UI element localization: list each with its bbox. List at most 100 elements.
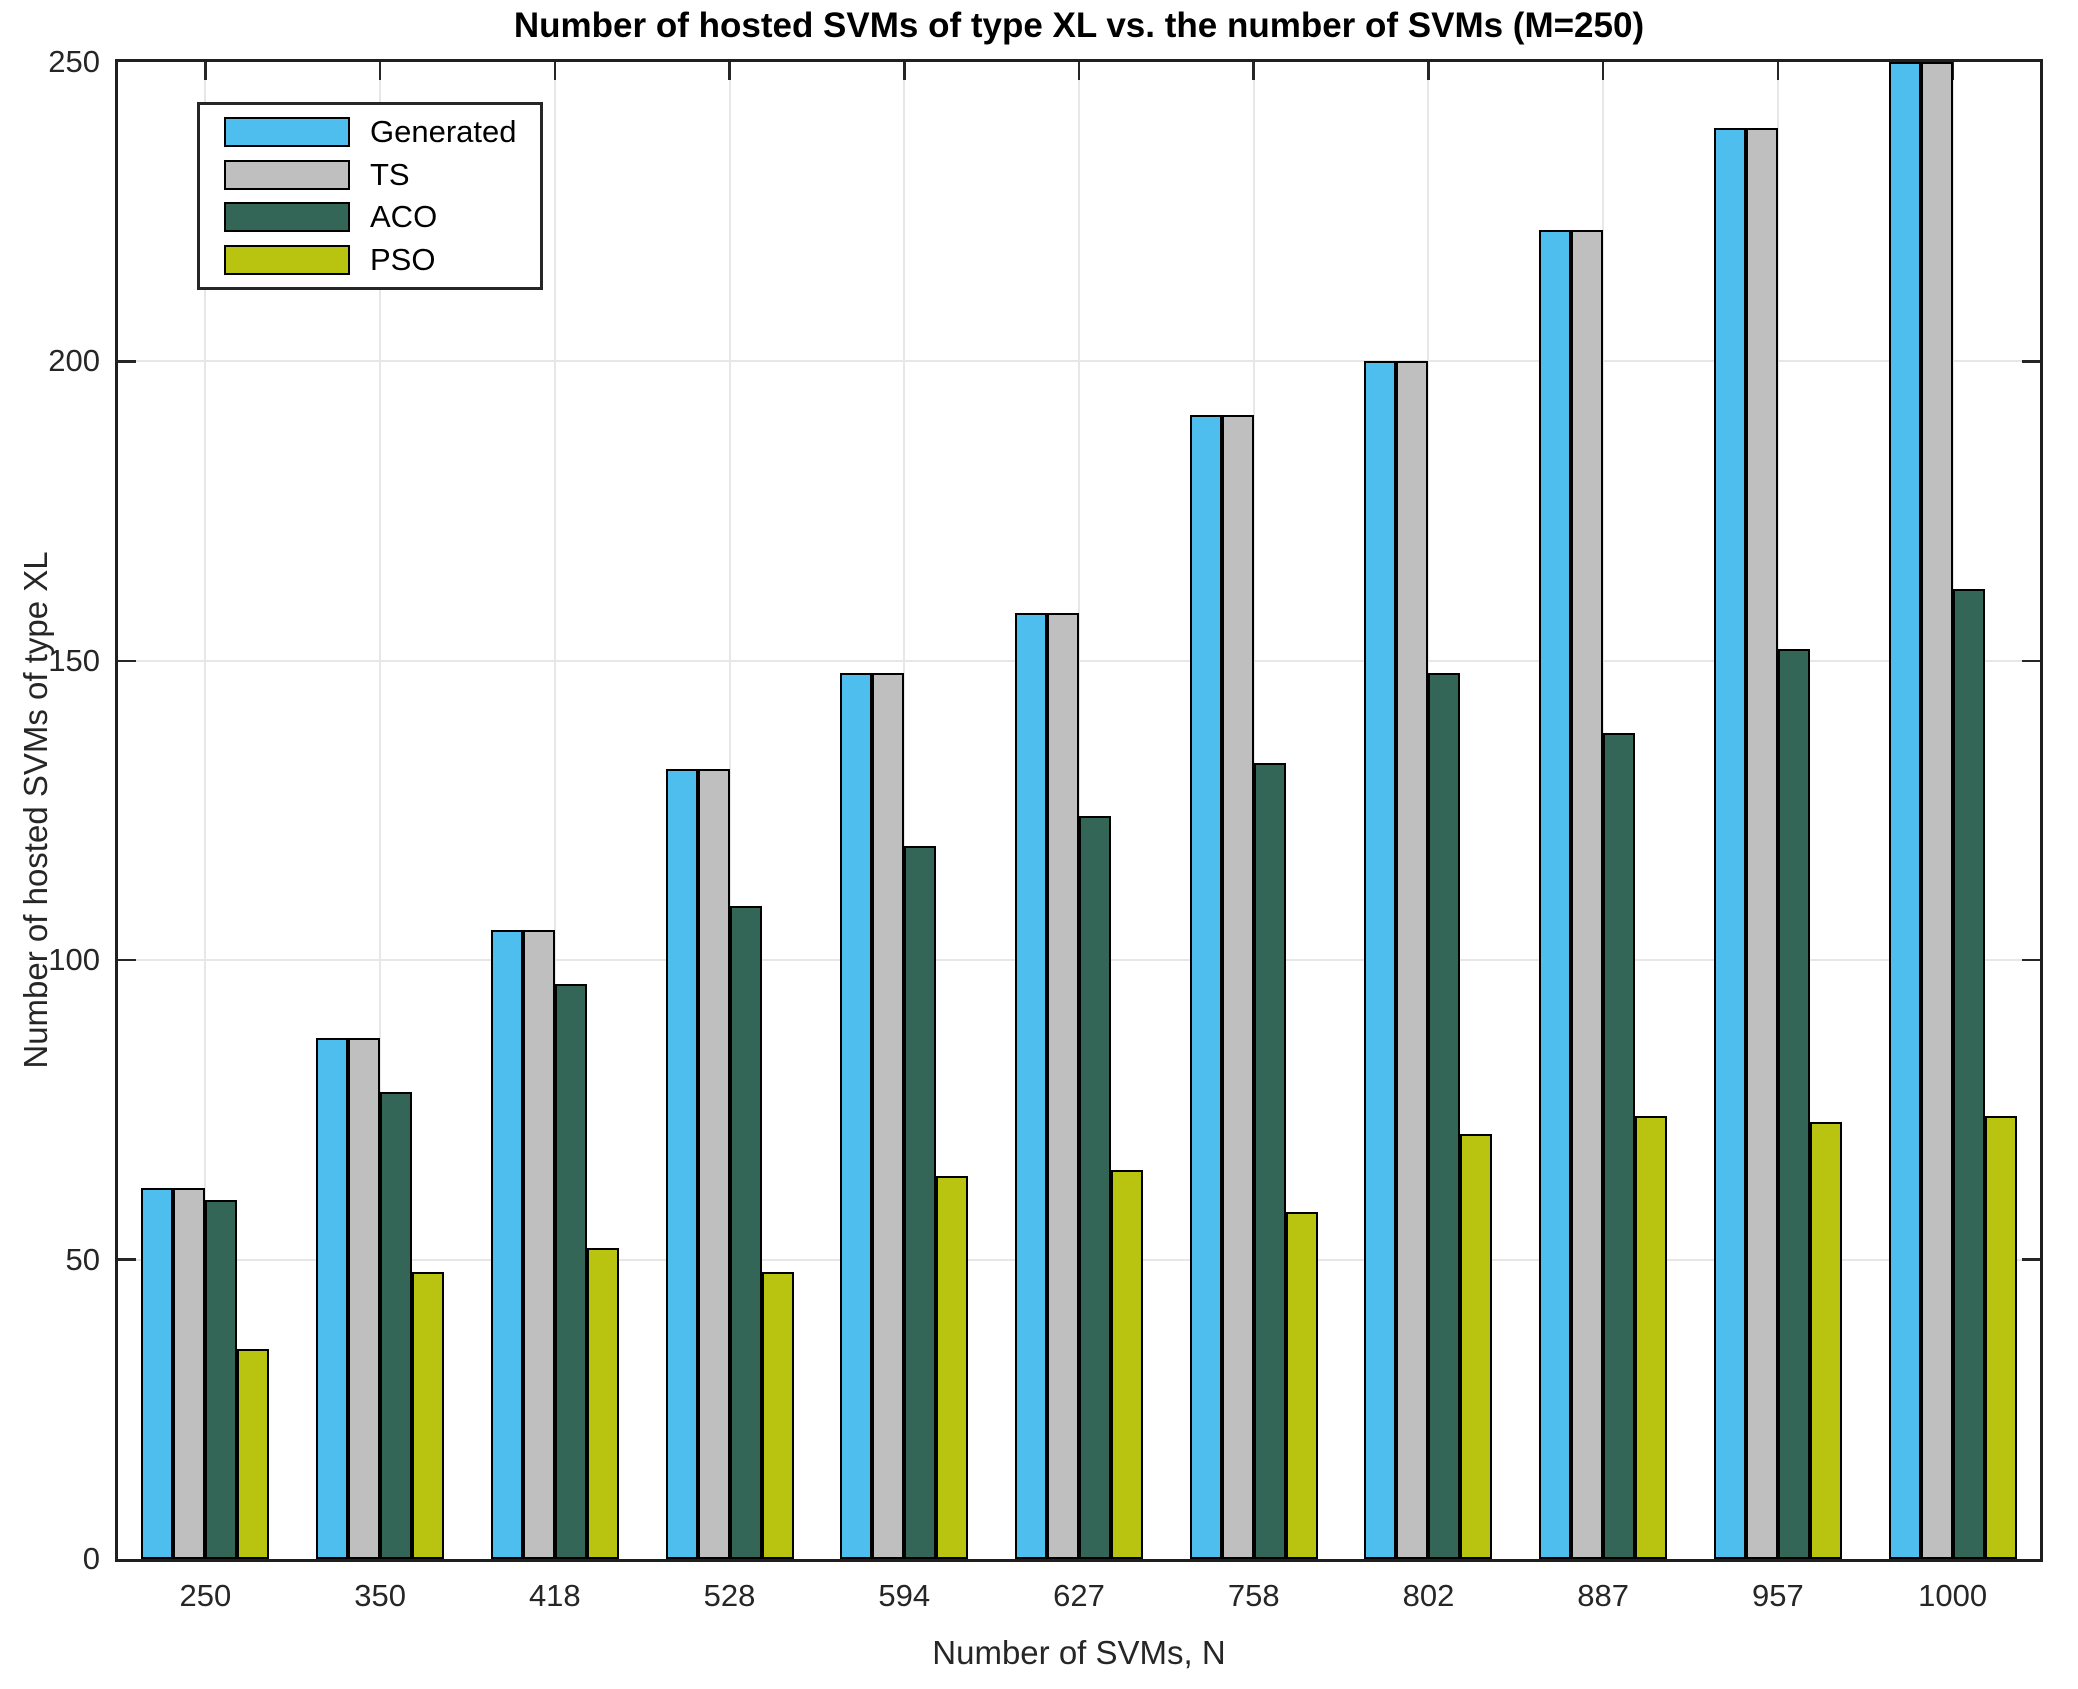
v-gridline — [553, 62, 556, 1559]
v-gridline — [204, 62, 207, 1559]
bar — [1189, 415, 1222, 1559]
chart-title: Number of hosted SVMs of type XL vs. the… — [513, 6, 1645, 45]
bar — [1253, 762, 1286, 1559]
bar — [380, 1091, 413, 1559]
bar — [1809, 1121, 1842, 1559]
legend-label: TS — [370, 156, 410, 192]
legend: Generated TS ACO PSO — [197, 102, 543, 290]
v-gridline — [379, 62, 382, 1559]
y-tick-mark — [118, 958, 136, 962]
y-tick-label: 100 — [48, 942, 100, 978]
x-tick-label: 802 — [1402, 1578, 1455, 1613]
x-tick-mark — [1776, 62, 1780, 80]
bar — [872, 672, 905, 1559]
bar — [586, 1247, 619, 1559]
x-tick-label: 350 — [354, 1578, 406, 1613]
bar — [1920, 62, 1953, 1559]
legend-swatch — [224, 244, 350, 275]
bar — [1777, 648, 1810, 1559]
y-tick-mark — [2022, 659, 2040, 663]
legend-swatch — [224, 202, 350, 233]
bar — [1364, 361, 1397, 1559]
x-tick-mark — [1601, 62, 1605, 80]
legend-item: PSO — [200, 242, 540, 278]
y-tick-label: 50 — [65, 1241, 100, 1277]
v-gridline — [728, 62, 731, 1559]
legend-item: Generated — [200, 114, 540, 150]
bar — [1984, 1115, 2017, 1559]
y-tick-mark — [118, 1258, 136, 1261]
x-tick-mark — [553, 62, 557, 80]
bar — [1285, 1211, 1318, 1559]
bar — [205, 1199, 238, 1559]
bar — [1571, 229, 1604, 1559]
x-tick-mark — [728, 62, 731, 80]
x-tick-mark — [1951, 62, 1954, 80]
x-tick-mark — [204, 62, 207, 80]
bar — [173, 1187, 206, 1559]
bar — [840, 672, 873, 1559]
x-tick-label: 627 — [1053, 1578, 1105, 1613]
y-tick-mark — [2022, 1258, 2040, 1261]
y-tick-label: 0 — [82, 1541, 100, 1576]
bar — [665, 768, 698, 1559]
bar — [1745, 127, 1778, 1559]
legend-label: ACO — [370, 199, 438, 235]
bar — [1635, 1115, 1668, 1559]
bar — [904, 846, 937, 1559]
x-tick-mark — [1252, 62, 1255, 80]
bar — [761, 1271, 794, 1559]
bar — [348, 1038, 381, 1559]
x-tick-label: 528 — [703, 1578, 756, 1613]
bar — [1888, 62, 1921, 1559]
v-gridline — [903, 62, 906, 1559]
x-tick-label: 594 — [878, 1578, 931, 1613]
bar — [729, 906, 762, 1559]
bar — [1221, 415, 1254, 1559]
y-tick-mark — [118, 360, 136, 363]
x-tick-label: 250 — [179, 1578, 232, 1613]
bar — [1539, 229, 1572, 1559]
bar — [1713, 127, 1746, 1559]
legend-swatch — [224, 159, 350, 190]
bar — [1111, 1169, 1143, 1559]
legend-item: ACO — [200, 199, 540, 235]
x-tick-mark — [378, 62, 382, 80]
bar — [1952, 588, 1985, 1559]
y-tick-label: 150 — [48, 642, 100, 678]
bar — [316, 1038, 349, 1559]
y-tick-mark — [2022, 958, 2040, 962]
bar — [697, 768, 730, 1559]
bar — [237, 1349, 270, 1559]
bar — [1603, 732, 1636, 1559]
bar — [490, 930, 523, 1559]
x-tick-label: 758 — [1227, 1578, 1280, 1613]
y-tick-label: 200 — [48, 343, 100, 379]
plot-area — [115, 59, 2043, 1562]
bar — [1079, 816, 1111, 1559]
x-tick-label: 418 — [528, 1578, 581, 1613]
y-tick-label: 250 — [48, 44, 100, 79]
legend-label: PSO — [370, 241, 436, 277]
x-tick-label: 887 — [1577, 1578, 1630, 1613]
bar — [1047, 612, 1079, 1559]
bar — [1015, 612, 1047, 1559]
legend-swatch — [224, 117, 350, 148]
x-tick-mark — [903, 62, 906, 80]
x-tick-mark — [1427, 62, 1430, 80]
x-tick-label: 957 — [1752, 1578, 1804, 1613]
bar — [1460, 1133, 1493, 1559]
bar — [554, 984, 587, 1559]
legend-label: Generated — [370, 114, 517, 150]
v-gridline — [1078, 62, 1080, 1559]
y-tick-mark — [118, 659, 136, 663]
bar — [412, 1271, 445, 1559]
bar — [1396, 361, 1429, 1559]
x-axis-label: Number of SVMs, N — [932, 1634, 1226, 1671]
x-tick-label: 1000 — [1918, 1578, 1988, 1613]
legend-item: TS — [200, 157, 540, 193]
x-tick-mark — [1077, 62, 1081, 80]
y-axis-label: Number of hosted SVMs of type XL — [17, 551, 54, 1069]
bar — [141, 1187, 174, 1559]
